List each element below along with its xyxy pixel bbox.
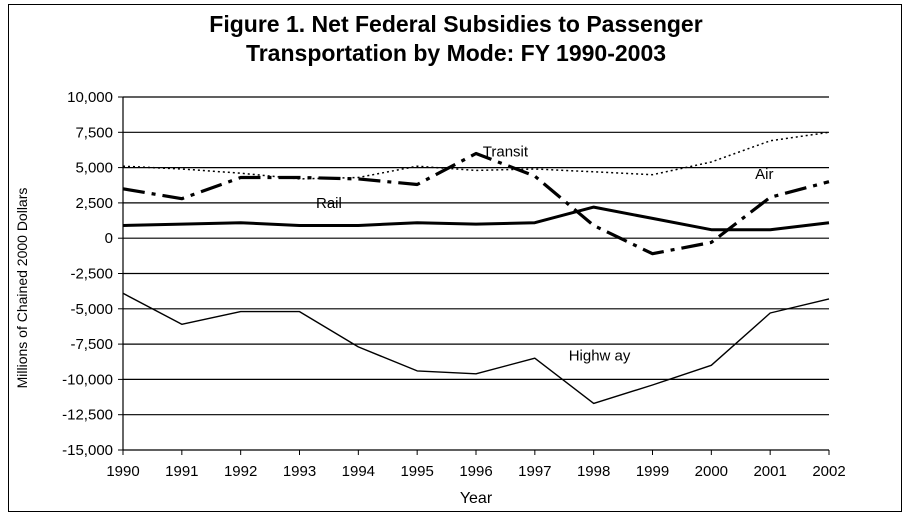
x-tick-label: 2001 xyxy=(753,463,786,480)
x-tick-label: 1999 xyxy=(636,463,669,480)
annotation-air: Air xyxy=(755,166,773,183)
y-tick-label: 0 xyxy=(105,230,113,247)
x-tick-label: 1997 xyxy=(518,463,551,480)
chart-title: Figure 1. Net Federal Subsidies to Passe… xyxy=(0,10,912,68)
x-tick-label: 1990 xyxy=(106,463,139,480)
series-line-transit xyxy=(122,131,830,180)
chart-title-line-1: Figure 1. Net Federal Subsidies to Passe… xyxy=(209,11,703,37)
annotation-transit: Transit xyxy=(483,143,529,160)
x-tick-label: 1991 xyxy=(165,463,198,480)
y-tick-label: -10,000 xyxy=(62,371,113,388)
series-annotations: Transit Air Rail Highw ay xyxy=(316,143,773,364)
y-axis-ticks: 10,000 7,500 5,000 2,500 0 -2,500 -5,000 -7,500… xyxy=(62,89,123,459)
y-tick-label: 10,000 xyxy=(67,89,113,106)
y-tick-label: 7,500 xyxy=(75,124,113,141)
y-axis-label: Millions of Chained 2000 Dollars xyxy=(14,188,30,389)
chart-frame xyxy=(8,4,902,512)
annotation-rail: Rail xyxy=(316,195,342,212)
x-tick-label: 1992 xyxy=(224,463,257,480)
series-line-rail xyxy=(122,205,830,232)
x-tick-label: 1996 xyxy=(459,463,492,480)
y-tick-label: -7,500 xyxy=(70,336,113,353)
y-tick-label: -12,500 xyxy=(62,407,113,424)
x-axis-ticks: 1990 1991 1992 1993 1994 1995 1996 1997 1998 1999… xyxy=(106,450,846,480)
series-lines xyxy=(122,131,830,405)
x-axis-label: Year xyxy=(460,490,493,507)
y-tick-label: -5,000 xyxy=(70,301,113,318)
chart-title-line-2: Transportation by Mode: FY 1990-2003 xyxy=(245,40,667,66)
y-tick-label: 2,500 xyxy=(75,195,113,212)
x-tick-label: 1998 xyxy=(577,463,610,480)
y-tick-label: -2,500 xyxy=(70,266,113,283)
x-tick-label: 1994 xyxy=(342,463,375,480)
gridlines xyxy=(122,96,829,451)
x-tick-label: 2002 xyxy=(812,463,845,480)
series-line-air xyxy=(122,151,830,256)
y-tick-label: -15,000 xyxy=(62,442,113,459)
y-tick-label: 5,000 xyxy=(75,160,113,177)
annotation-highw-ay: Highw ay xyxy=(569,347,631,364)
series-line-highw-ay xyxy=(122,292,830,405)
x-tick-label: 1993 xyxy=(283,463,316,480)
x-tick-label: 2000 xyxy=(695,463,728,480)
x-tick-label: 1995 xyxy=(400,463,433,480)
